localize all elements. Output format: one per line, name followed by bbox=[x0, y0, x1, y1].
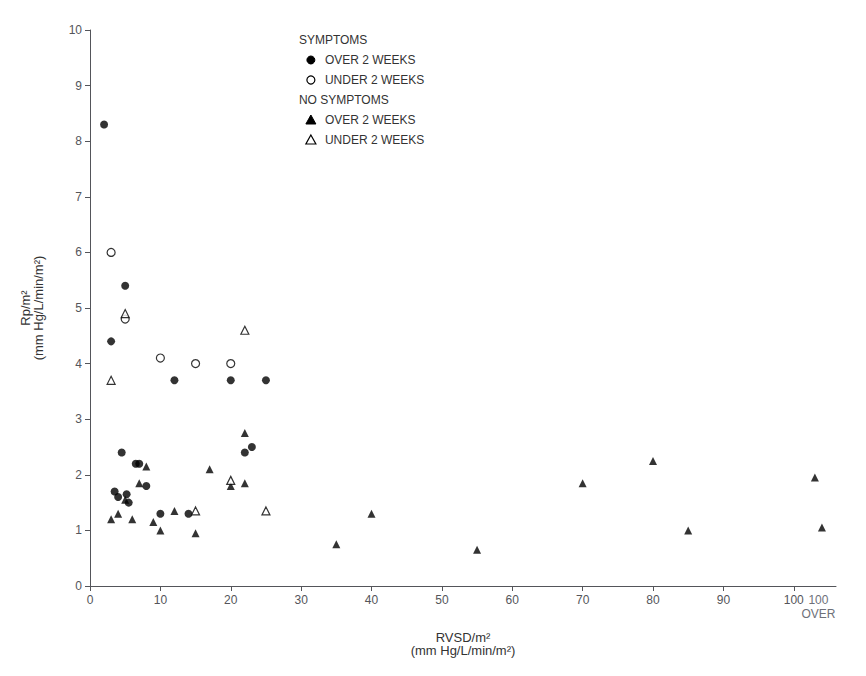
svg-text:RVSD/m²: RVSD/m² bbox=[435, 630, 491, 645]
svg-text:UNDER 2 WEEKS: UNDER 2 WEEKS bbox=[325, 73, 424, 87]
svg-text:(mm Hg/L/min/m²): (mm Hg/L/min/m²) bbox=[31, 256, 46, 361]
svg-text:OVER 2 WEEKS: OVER 2 WEEKS bbox=[325, 53, 416, 67]
svg-text:4: 4 bbox=[75, 357, 82, 371]
svg-text:NO SYMPTOMS: NO SYMPTOMS bbox=[299, 93, 389, 107]
svg-text:Rp/m²: Rp/m² bbox=[18, 290, 33, 326]
svg-text:6: 6 bbox=[75, 245, 82, 259]
svg-text:100: 100 bbox=[784, 593, 804, 607]
svg-text:5: 5 bbox=[75, 301, 82, 315]
svg-text:9: 9 bbox=[75, 79, 82, 93]
svg-text:1: 1 bbox=[75, 523, 82, 537]
svg-text:2: 2 bbox=[75, 468, 82, 482]
svg-text:UNDER 2 WEEKS: UNDER 2 WEEKS bbox=[325, 133, 424, 147]
svg-text:70: 70 bbox=[576, 593, 590, 607]
svg-text:0: 0 bbox=[87, 593, 94, 607]
svg-text:8: 8 bbox=[75, 134, 82, 148]
svg-text:30: 30 bbox=[294, 593, 308, 607]
svg-text:OVER 2 WEEKS: OVER 2 WEEKS bbox=[325, 113, 416, 127]
svg-text:0: 0 bbox=[75, 579, 82, 593]
svg-text:OVER: OVER bbox=[801, 607, 835, 621]
svg-text:SYMPTOMS: SYMPTOMS bbox=[299, 33, 367, 47]
svg-text:10: 10 bbox=[154, 593, 168, 607]
svg-text:40: 40 bbox=[365, 593, 379, 607]
svg-text:7: 7 bbox=[75, 190, 82, 204]
svg-text:50: 50 bbox=[435, 593, 449, 607]
svg-text:20: 20 bbox=[224, 593, 238, 607]
svg-text:100: 100 bbox=[808, 593, 828, 607]
svg-text:10: 10 bbox=[69, 23, 83, 37]
svg-text:90: 90 bbox=[717, 593, 731, 607]
svg-text:(mm Hg/L/min/m²): (mm Hg/L/min/m²) bbox=[411, 643, 516, 658]
svg-text:80: 80 bbox=[646, 593, 660, 607]
svg-text:60: 60 bbox=[506, 593, 520, 607]
svg-text:3: 3 bbox=[75, 412, 82, 426]
